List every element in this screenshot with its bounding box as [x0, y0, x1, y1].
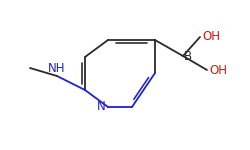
- Text: OH: OH: [202, 30, 220, 44]
- Text: B: B: [184, 50, 192, 63]
- Text: OH: OH: [209, 63, 227, 76]
- Text: NH: NH: [48, 62, 66, 75]
- Text: N: N: [97, 100, 106, 114]
